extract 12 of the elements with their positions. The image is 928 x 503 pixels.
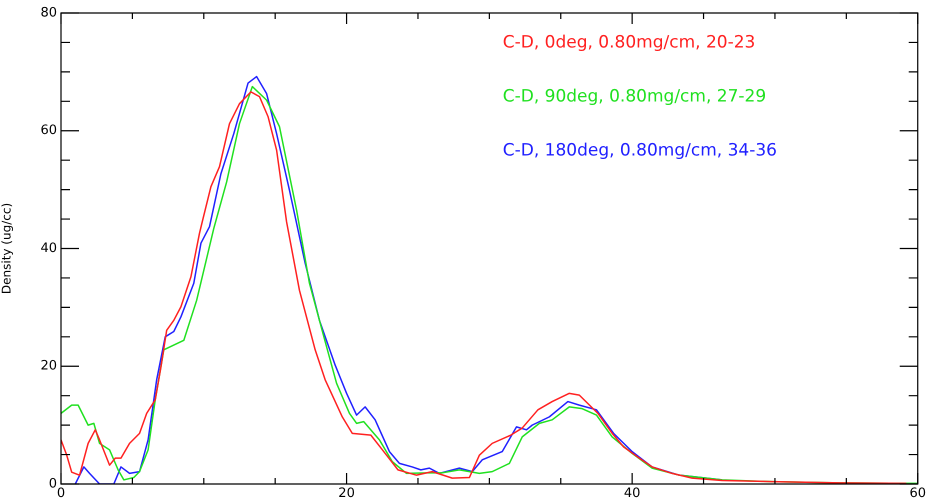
y-tick-label: 20 bbox=[40, 358, 57, 374]
text: C-D, 180deg, 0.80mg/cm, 34-36 bbox=[502, 140, 777, 160]
y-tick-label: 0 bbox=[48, 476, 57, 492]
y-tick-label: 40 bbox=[40, 240, 57, 256]
y-axis-title: Density (ug/cc) bbox=[0, 202, 14, 294]
y-tick-label: 80 bbox=[40, 5, 57, 20]
x-tick-label: 20 bbox=[338, 486, 355, 502]
text: C-D, 0deg, 0.80mg/cm, 20-23 bbox=[502, 32, 756, 52]
x-tick-label: 40 bbox=[624, 486, 640, 502]
y-tick-label: 60 bbox=[40, 123, 57, 138]
text: C-D, 90deg, 0.80mg/cm, 27-29 bbox=[502, 86, 766, 106]
x-tick-label: 60 bbox=[909, 486, 926, 502]
